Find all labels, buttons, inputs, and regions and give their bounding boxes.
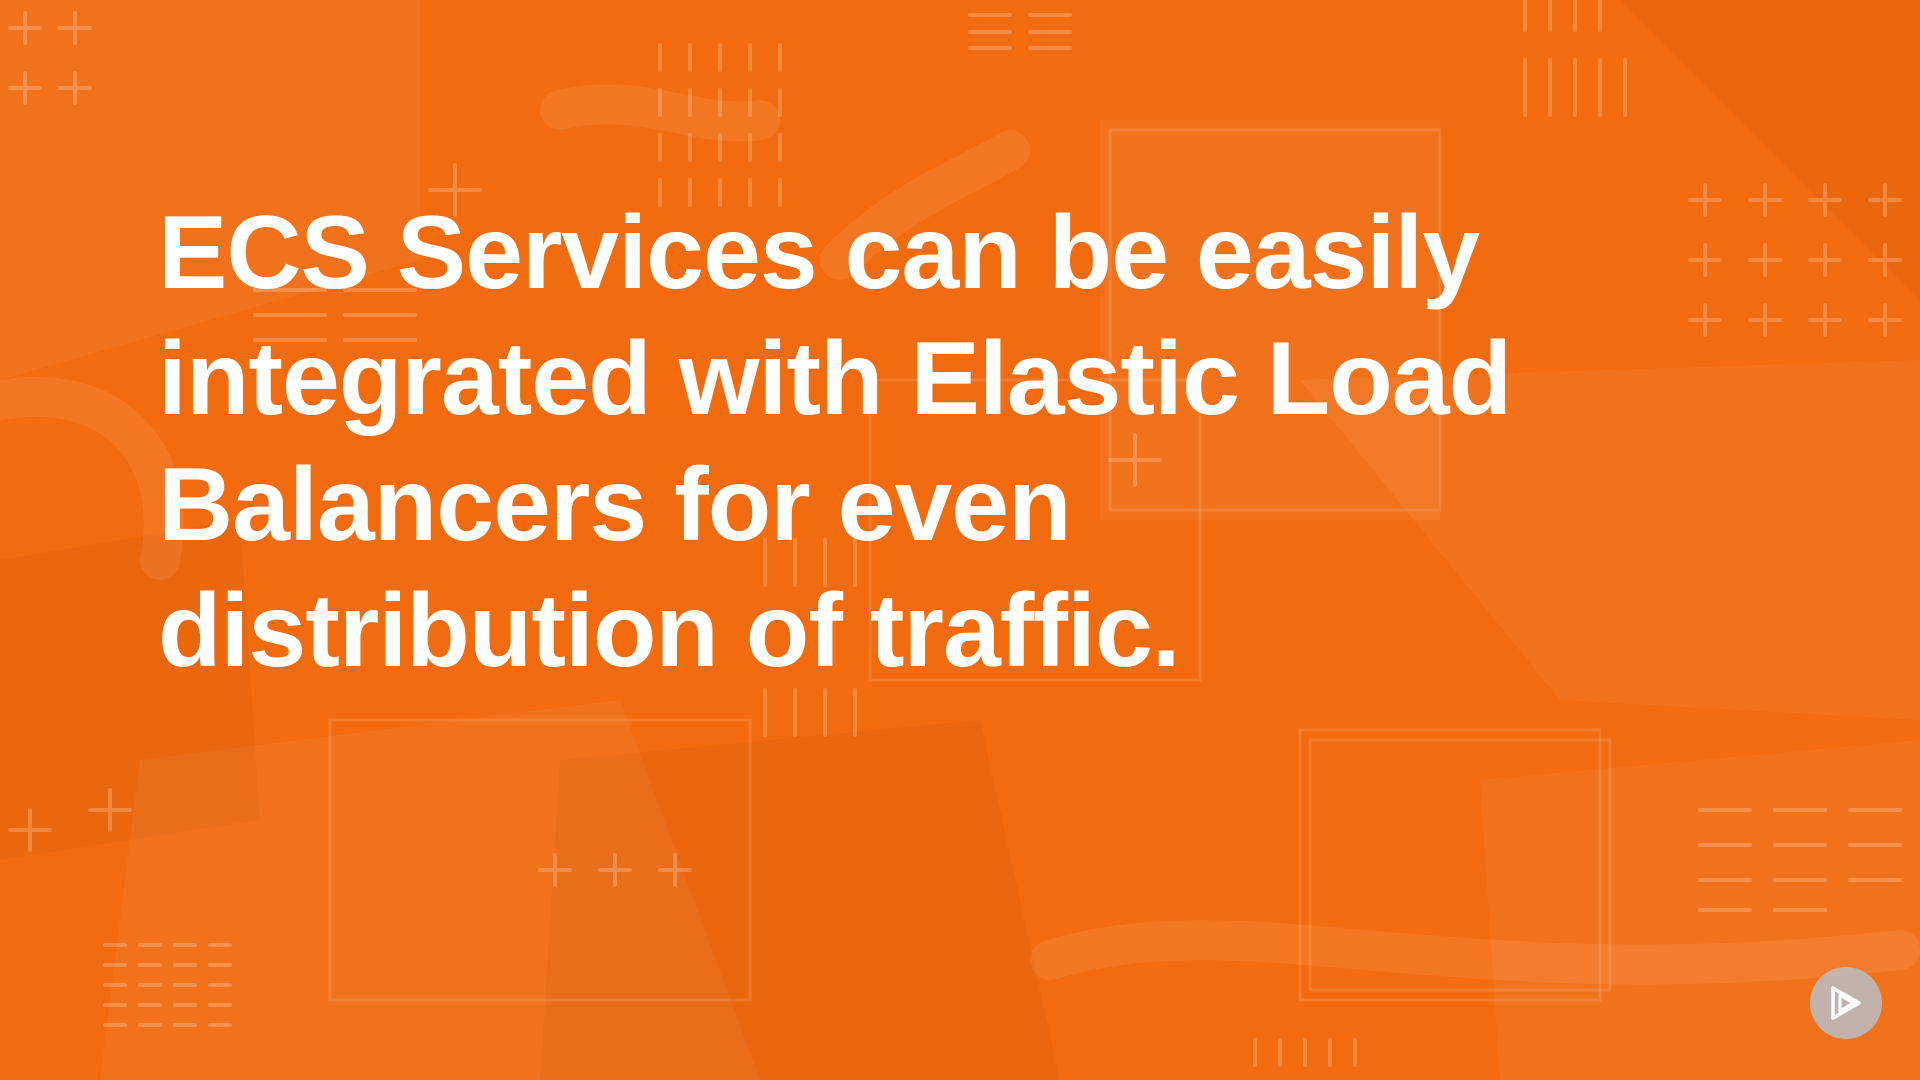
slide-headline: ECS Services can be easily integrated wi… [158, 190, 1718, 694]
headline-line: integrated with Elastic Load [158, 321, 1512, 437]
headline-line: distribution of traffic. [158, 573, 1181, 689]
headline-line: Balancers for even [158, 447, 1072, 563]
headline-line: ECS Services can be easily [158, 195, 1480, 311]
play-logo-icon [1810, 967, 1882, 1039]
play-triangle-icon [1831, 986, 1861, 1020]
